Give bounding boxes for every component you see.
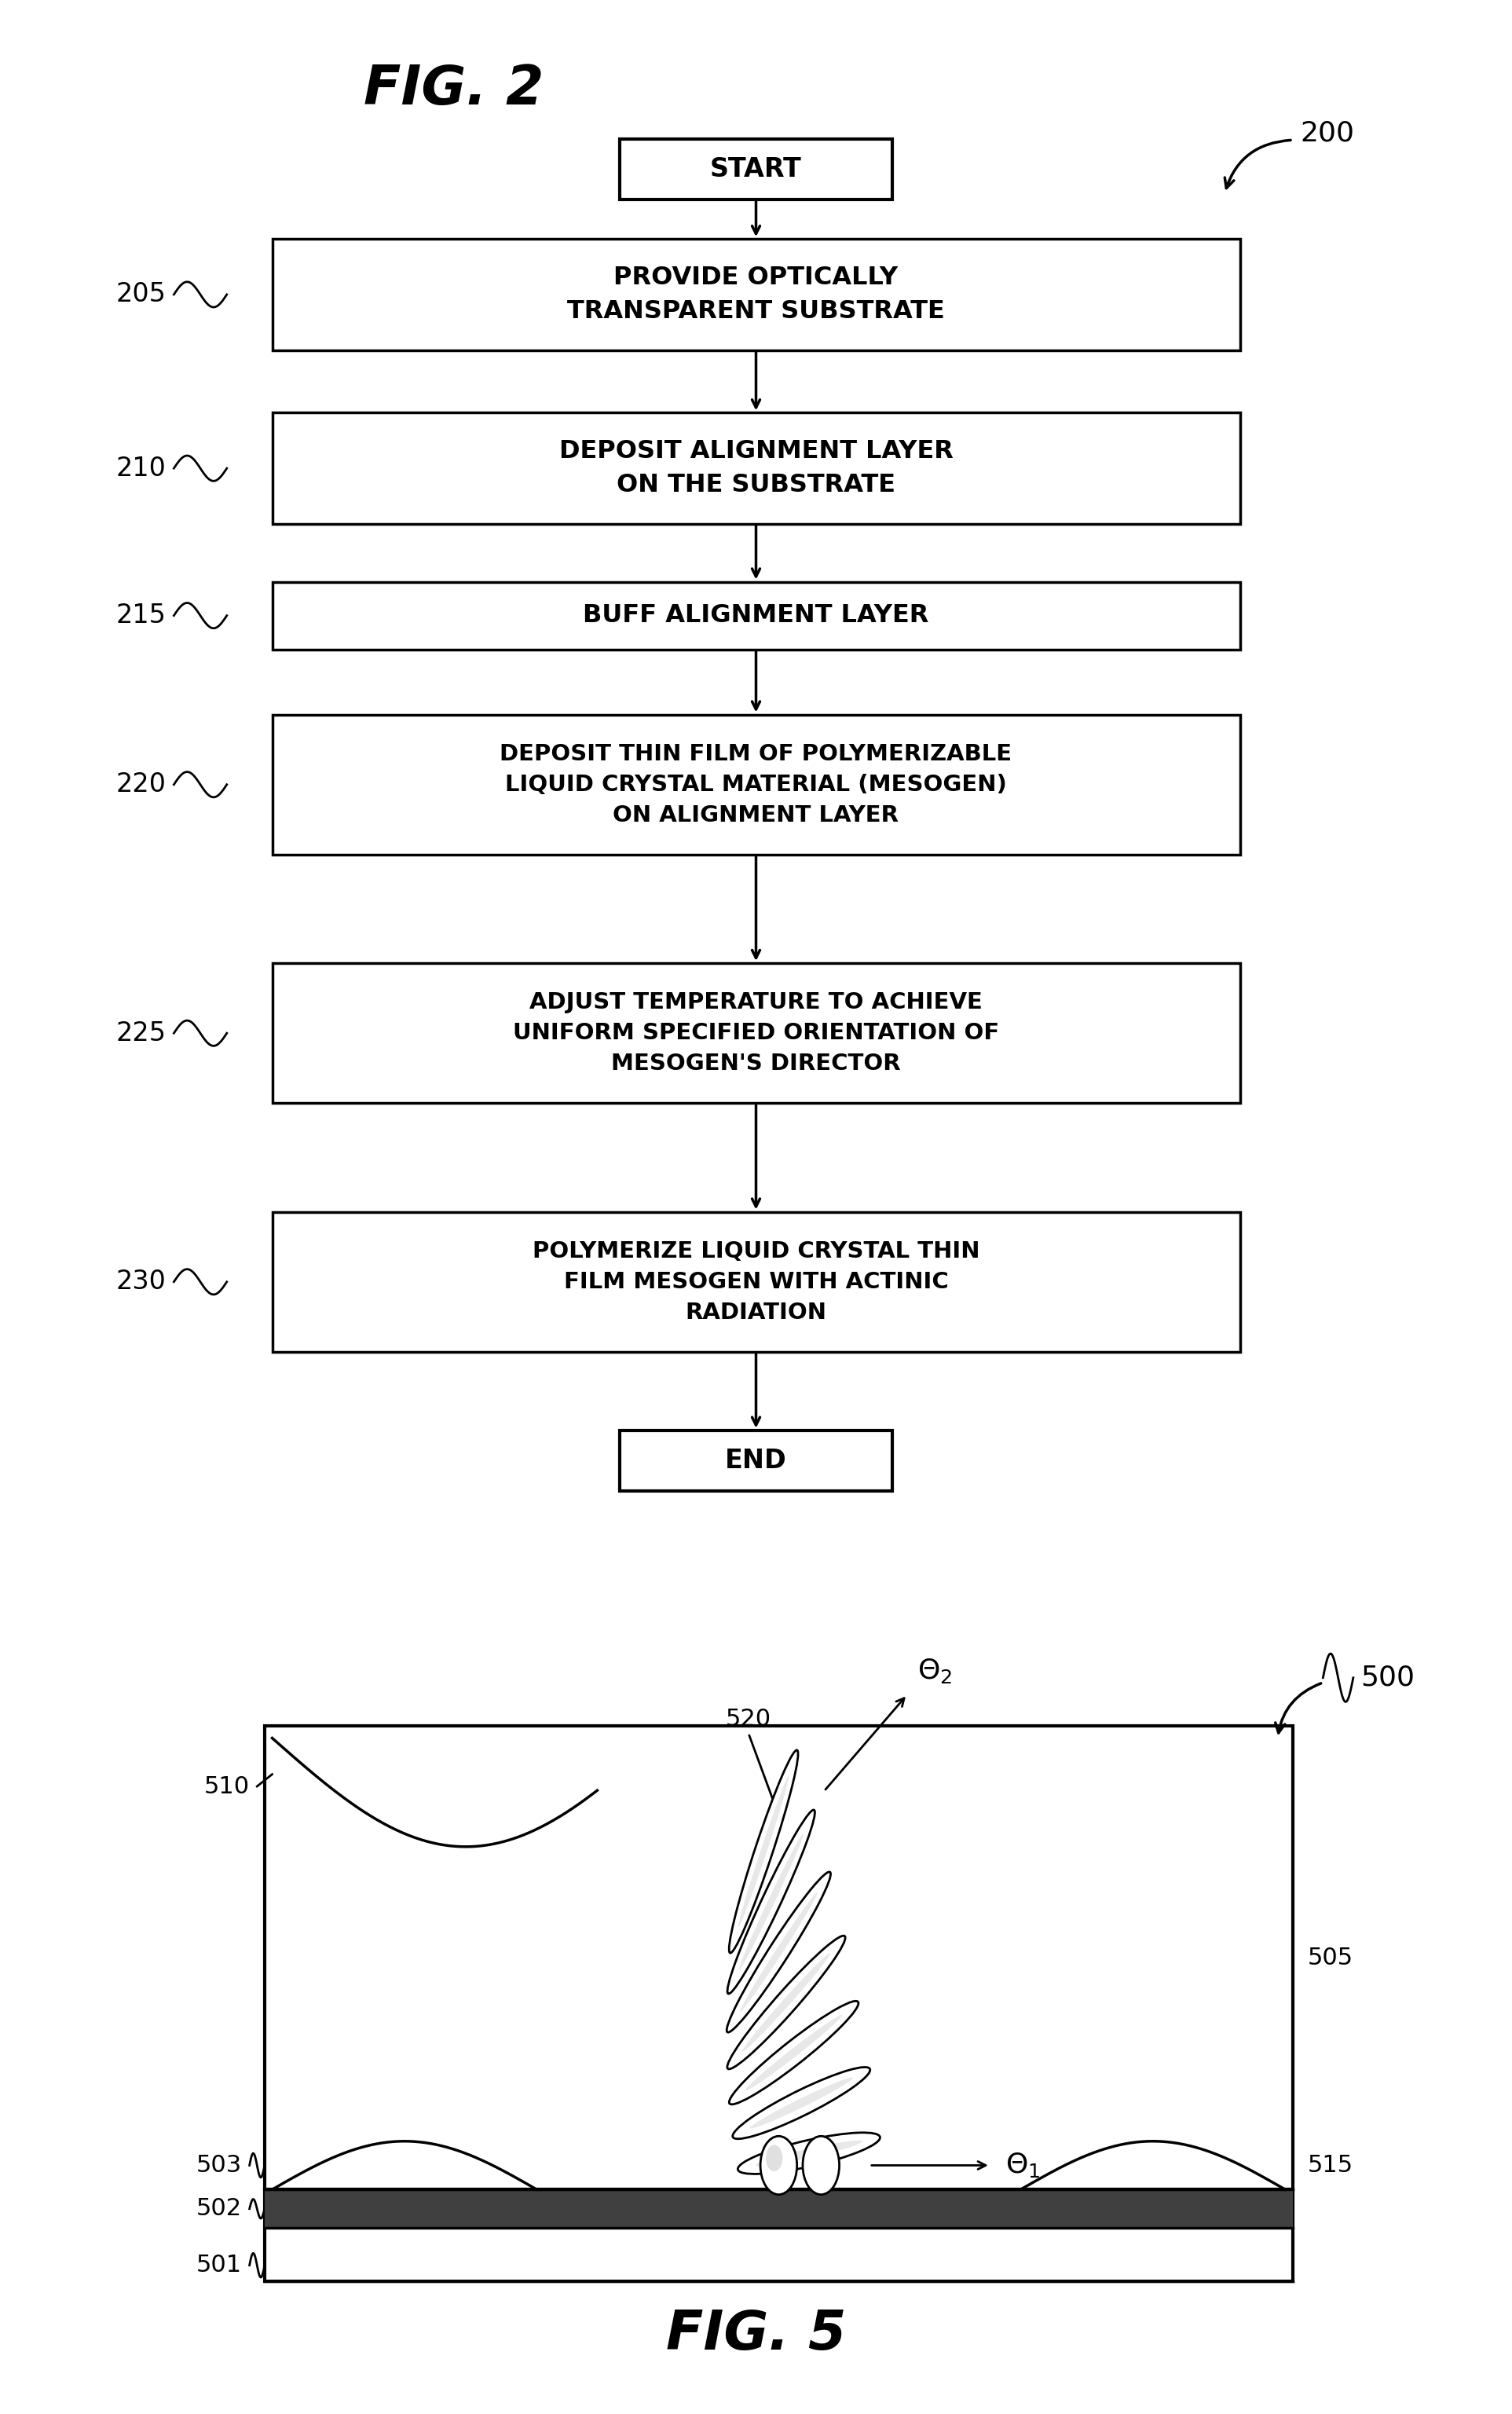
- Bar: [620, 1429, 892, 1489]
- Text: 515: 515: [1308, 2153, 1353, 2177]
- Text: BUFF ALIGNMENT LAYER: BUFF ALIGNMENT LAYER: [584, 604, 928, 628]
- Text: 220: 220: [116, 772, 166, 797]
- Text: 510: 510: [204, 1774, 249, 1798]
- Bar: [272, 582, 1240, 649]
- Ellipse shape: [729, 1750, 798, 1953]
- Text: $\Theta_1$: $\Theta_1$: [1005, 2151, 1040, 2180]
- Bar: [272, 963, 1240, 1103]
- Text: 210: 210: [116, 456, 166, 480]
- Circle shape: [761, 2136, 797, 2194]
- Text: END: END: [726, 1448, 786, 1473]
- Text: 502: 502: [197, 2197, 242, 2221]
- Ellipse shape: [729, 2001, 859, 2105]
- Text: START: START: [711, 157, 801, 181]
- Text: 520: 520: [726, 1709, 771, 1731]
- Text: 501: 501: [197, 2255, 242, 2276]
- Text: POLYMERIZE LIQUID CRYSTAL THIN
FILM MESOGEN WITH ACTINIC
RADIATION: POLYMERIZE LIQUID CRYSTAL THIN FILM MESO…: [532, 1241, 980, 1323]
- Ellipse shape: [738, 1777, 789, 1926]
- Circle shape: [803, 2136, 839, 2194]
- Text: DEPOSIT ALIGNMENT LAYER
ON THE SUBSTRATE: DEPOSIT ALIGNMENT LAYER ON THE SUBSTRATE: [559, 439, 953, 497]
- Ellipse shape: [739, 1893, 818, 2011]
- Ellipse shape: [756, 2141, 862, 2165]
- Text: FIG. 5: FIG. 5: [665, 2308, 847, 2361]
- Ellipse shape: [745, 2016, 842, 2091]
- Text: DEPOSIT THIN FILM OF POLYMERIZABLE
LIQUID CRYSTAL MATERIAL (MESOGEN)
ON ALIGNMEN: DEPOSIT THIN FILM OF POLYMERIZABLE LIQUI…: [500, 744, 1012, 826]
- Text: FIG. 2: FIG. 2: [363, 63, 544, 116]
- Ellipse shape: [727, 1810, 815, 1994]
- Bar: [272, 715, 1240, 855]
- Bar: [272, 413, 1240, 524]
- Text: 205: 205: [116, 282, 166, 307]
- Bar: [265, 2189, 1293, 2281]
- Ellipse shape: [742, 1953, 830, 2052]
- Text: 215: 215: [116, 604, 166, 628]
- Ellipse shape: [738, 2132, 880, 2175]
- Bar: [272, 239, 1240, 350]
- Text: $\Theta_2$: $\Theta_2$: [918, 1656, 953, 1685]
- Text: 500: 500: [1361, 1663, 1415, 1692]
- Text: 225: 225: [116, 1021, 166, 1045]
- Text: 503: 503: [197, 2153, 242, 2177]
- Text: 230: 230: [116, 1270, 166, 1294]
- Ellipse shape: [750, 2078, 853, 2129]
- Bar: [272, 1212, 1240, 1352]
- Bar: [265, 1726, 1293, 2189]
- Circle shape: [767, 2144, 783, 2173]
- Text: 200: 200: [1300, 118, 1355, 147]
- Text: PROVIDE OPTICALLY
TRANSPARENT SUBSTRATE: PROVIDE OPTICALLY TRANSPARENT SUBSTRATE: [567, 266, 945, 323]
- Ellipse shape: [727, 1871, 830, 2033]
- Bar: [620, 138, 892, 198]
- Bar: [265, 2189, 1293, 2228]
- Ellipse shape: [727, 1936, 845, 2069]
- Text: ADJUST TEMPERATURE TO ACHIEVE
UNIFORM SPECIFIED ORIENTATION OF
MESOGEN'S DIRECTO: ADJUST TEMPERATURE TO ACHIEVE UNIFORM SP…: [513, 992, 999, 1074]
- Text: 505: 505: [1308, 1946, 1353, 1970]
- Ellipse shape: [739, 1832, 803, 1970]
- Ellipse shape: [733, 2066, 869, 2139]
